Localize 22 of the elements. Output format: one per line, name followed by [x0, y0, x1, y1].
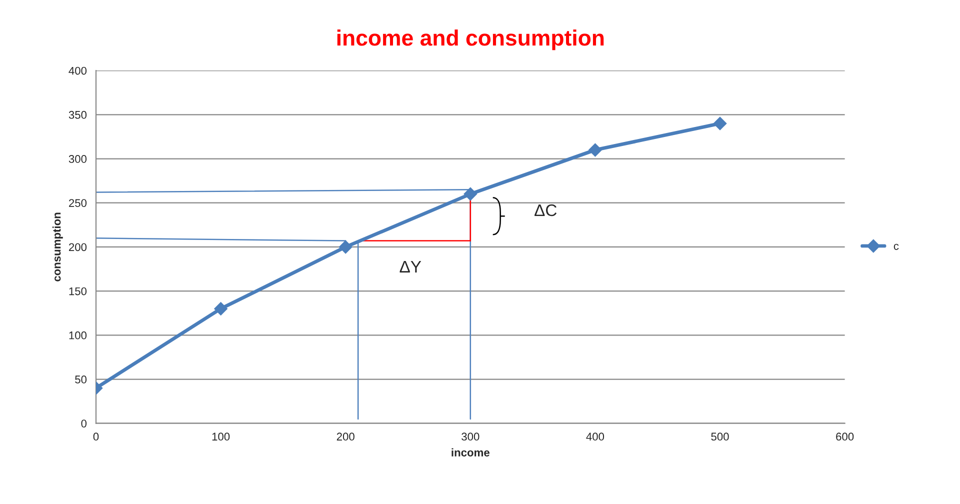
x-tick-label: 400	[586, 432, 604, 441]
y-tick-label: 0	[81, 420, 87, 428]
y-tick-label: 250	[68, 199, 87, 207]
y-tick-label: 300	[68, 155, 87, 163]
y-tick-label: 400	[68, 66, 87, 75]
legend-label: c	[894, 244, 899, 250]
x-tick-label: 600	[836, 432, 854, 441]
chart-title: income and consumption	[337, 29, 604, 50]
y-tick-label: 50	[75, 376, 87, 384]
annotation: ΔC	[534, 204, 557, 216]
annotation: ΔY	[400, 260, 422, 272]
y-tick-label: 350	[68, 110, 87, 119]
x-tick-label: 200	[336, 432, 354, 441]
x-tick-label: 100	[212, 432, 230, 441]
x-tick-label: 0	[93, 432, 99, 441]
x-tick-label: 300	[462, 432, 480, 441]
y-axis-title: consumption	[52, 212, 63, 282]
y-tick-label: 150	[69, 287, 87, 296]
x-axis-title: income	[452, 448, 490, 456]
y-tick-label: 200	[68, 243, 87, 252]
y-tick-label: 100	[69, 331, 87, 340]
x-tick-label: 500	[711, 432, 729, 441]
